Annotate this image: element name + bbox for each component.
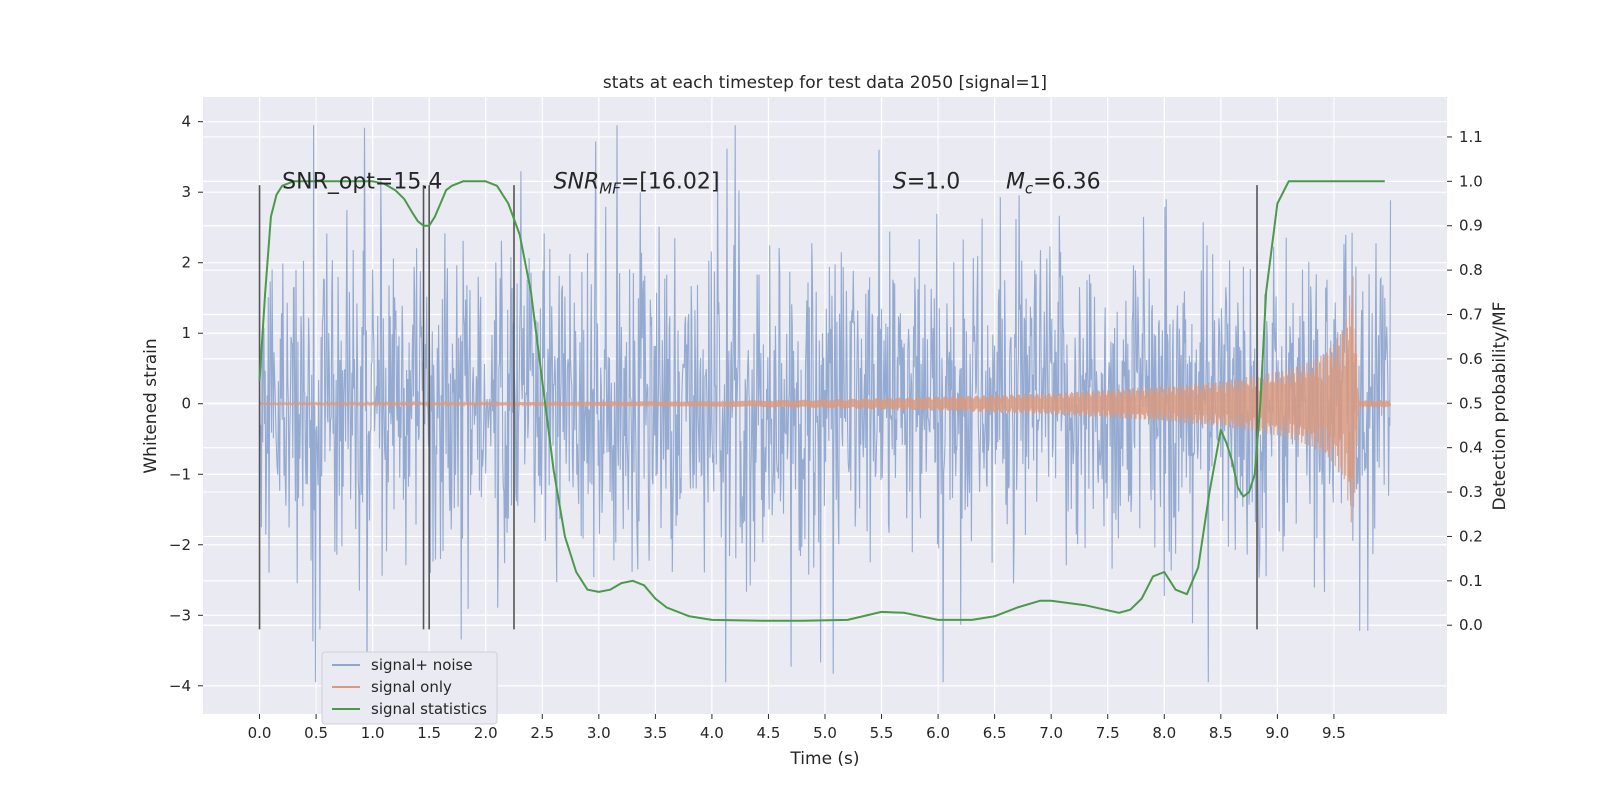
x-tick-label-4: 2.0 xyxy=(474,724,498,742)
x-tick-label-5: 2.5 xyxy=(530,724,554,742)
x-tick-label-8: 4.0 xyxy=(700,724,724,742)
x-tick-label-7: 3.5 xyxy=(643,724,667,742)
y-axis-ticks: −4 −3 −2 −1 0 1 2 3 4 xyxy=(169,113,203,695)
y-tick-label-6: 2 xyxy=(181,254,191,272)
x-tick-label-17: 8.5 xyxy=(1209,724,1233,742)
y-tick-label-4: 0 xyxy=(181,395,191,413)
x-axis-label: Time (s) xyxy=(789,749,859,769)
x-tick-label-15: 7.5 xyxy=(1096,724,1120,742)
y-right-tick-label-11: 1.1 xyxy=(1459,128,1483,146)
y-right-tick-label-9: 0.9 xyxy=(1459,217,1483,235)
y-tick-label-2: −2 xyxy=(169,536,191,554)
x-tick-label-0: 0.0 xyxy=(248,724,272,742)
x-tick-label-9: 4.5 xyxy=(757,724,781,742)
y-tick-label-3: −1 xyxy=(169,465,191,483)
y-right-tick-label-0: 0.0 xyxy=(1459,616,1483,634)
x-tick-label-11: 5.5 xyxy=(870,724,894,742)
vertical-markers xyxy=(258,185,1258,630)
y-tick-label-1: −3 xyxy=(169,606,191,624)
legend-label-stats: signal statistics xyxy=(371,700,487,718)
y-tick-label-8: 4 xyxy=(181,113,191,131)
y-right-tick-label-1: 0.1 xyxy=(1459,572,1483,590)
y-tick-label-7: 3 xyxy=(181,183,191,201)
y-right-tick-label-8: 0.8 xyxy=(1459,261,1483,279)
x-tick-label-6: 3.0 xyxy=(587,724,611,742)
x-tick-label-3: 1.5 xyxy=(417,724,441,742)
x-tick-label-14: 7.0 xyxy=(1039,724,1063,742)
y-tick-label-5: 1 xyxy=(181,324,191,342)
y-right-tick-label-7: 0.7 xyxy=(1459,306,1483,324)
y-right-tick-label-4: 0.4 xyxy=(1459,439,1483,457)
x-tick-label-18: 9.0 xyxy=(1265,724,1289,742)
annotation-0: SNR_opt=15.4 xyxy=(282,169,442,194)
annotation-2: S=1.0 xyxy=(893,169,960,194)
y-right-tick-label-3: 0.3 xyxy=(1459,483,1483,501)
annotation-1: SNRMF=[16.02] xyxy=(554,169,720,197)
y-axis-label: Whitened strain xyxy=(141,338,161,473)
legend: signal+ noise signal only signal statist… xyxy=(321,651,498,725)
x-tick-label-1: 0.5 xyxy=(304,724,328,742)
signal-only-line xyxy=(258,276,1392,523)
y-right-tick-label-6: 0.6 xyxy=(1459,350,1483,368)
legend-box xyxy=(321,651,498,725)
y-right-tick-label-10: 1.0 xyxy=(1459,172,1483,190)
y-tick-label-0: −4 xyxy=(169,677,191,695)
x-tick-label-16: 8.0 xyxy=(1152,724,1176,742)
y-right-tick-label-5: 0.5 xyxy=(1459,394,1483,412)
legend-label-signal: signal only xyxy=(371,678,452,696)
chart-title: stats at each timestep for test data 205… xyxy=(603,73,1047,93)
x-tick-label-13: 6.5 xyxy=(983,724,1007,742)
stats-line xyxy=(258,180,1385,622)
legend-label-noise: signal+ noise xyxy=(371,656,473,674)
y-right-axis-ticks: 0.0 0.1 0.2 0.3 0.4 0.5 0.6 0.7 0.8 0.9 1.0 1.1 xyxy=(1447,128,1483,634)
signal-only-series xyxy=(258,276,1392,523)
x-axis-ticks: 0.0 0.5 1.0 1.5 2.0 2.5 3.0 3.5 4.0 4.5 5.0 5.5 6.0 6… xyxy=(248,714,1346,742)
x-tick-label-2: 1.0 xyxy=(361,724,385,742)
x-tick-label-10: 5.0 xyxy=(813,724,837,742)
annotations: SNR_opt=15.4 SNRMF=[16.02] S=1.0 Mc=6.36 xyxy=(282,169,1100,197)
annotation-3: Mc=6.36 xyxy=(1006,169,1101,197)
y-right-axis-label: Detection probability/MF xyxy=(1490,302,1510,511)
x-tick-label-19: 9.5 xyxy=(1322,724,1346,742)
stats-series xyxy=(258,180,1385,622)
y-right-tick-label-2: 0.2 xyxy=(1459,527,1483,545)
x-tick-label-12: 6.0 xyxy=(926,724,950,742)
